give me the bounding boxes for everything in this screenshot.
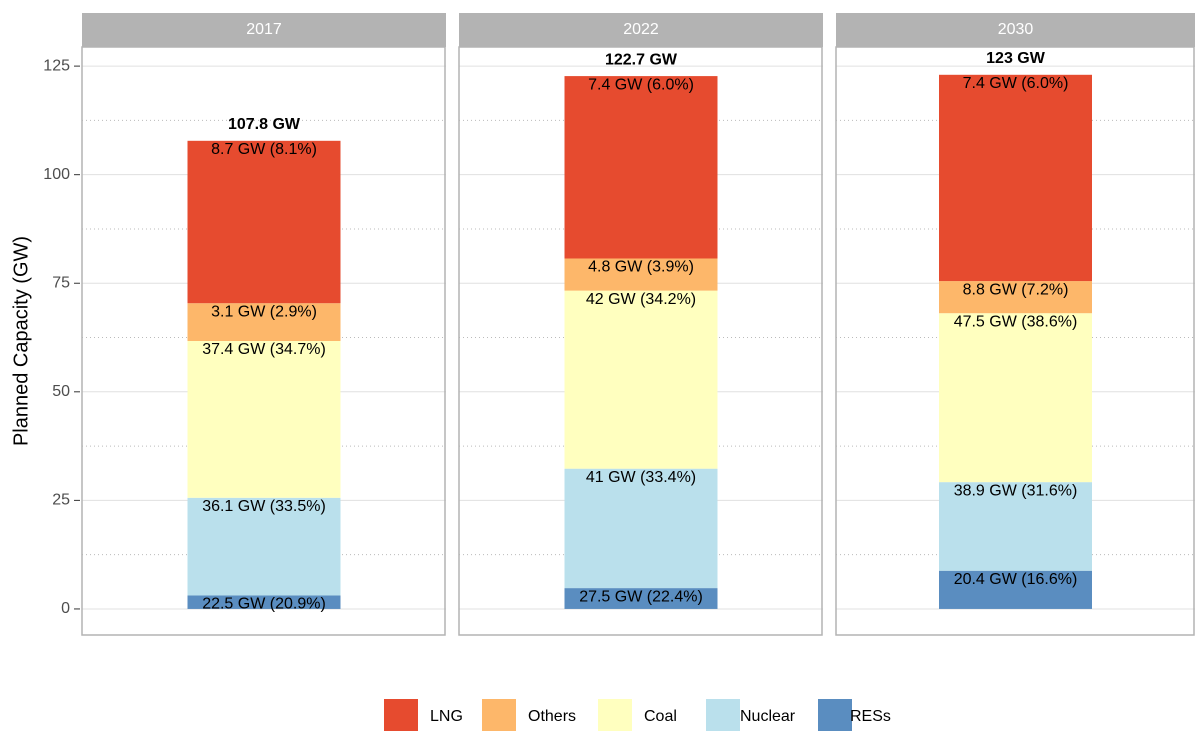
bar-segment <box>939 570 1092 609</box>
bar-segment <box>564 76 718 259</box>
y-tick-label: 75 <box>52 274 70 291</box>
bar-segment <box>187 341 341 498</box>
total-label: 122.7 GW <box>605 51 678 68</box>
y-axis-label: Planned Capacity (GW) <box>10 236 32 446</box>
strip <box>459 13 823 47</box>
legend-label: LNG <box>430 708 463 725</box>
segment-annotation: 42 GW (34.2%) <box>586 291 696 308</box>
segment-annotation: 4.8 GW (3.9%) <box>588 259 694 276</box>
segment-annotation: 27.5 GW (22.4%) <box>579 588 703 605</box>
y-tick-label: 100 <box>43 166 70 183</box>
legend-label: RESs <box>850 708 891 725</box>
segment-annotation: 3.1 GW (2.9%) <box>211 303 317 320</box>
bar-segment <box>564 258 718 291</box>
bar-segment <box>187 140 341 304</box>
legend-label: Nuclear <box>740 708 796 725</box>
strip-label: 2022 <box>623 21 659 38</box>
strip <box>82 13 446 47</box>
bar-segment <box>939 74 1092 282</box>
y-tick-label: 0 <box>61 600 70 617</box>
y-tick-label: 125 <box>43 57 70 74</box>
panel-border <box>835 46 1195 636</box>
bar-segment <box>187 303 341 341</box>
segment-annotation: 7.4 GW (6.0%) <box>588 76 694 93</box>
segment-annotation: 7.4 GW (6.0%) <box>963 75 1069 92</box>
bar-segment <box>564 588 718 609</box>
legend-swatch <box>598 699 632 731</box>
segment-annotation: 38.9 GW (31.6%) <box>954 482 1078 499</box>
panel-border <box>458 46 823 636</box>
legend-label: Others <box>528 708 576 725</box>
bar-segment <box>939 482 1092 571</box>
bar-segment <box>939 313 1092 483</box>
bar-segment <box>939 281 1092 314</box>
strip-label: 2017 <box>246 21 282 38</box>
total-label: 107.8 GW <box>228 116 301 133</box>
y-tick-label: 50 <box>52 383 70 400</box>
bar-segment <box>187 595 341 609</box>
segment-annotation: 47.5 GW (38.6%) <box>954 313 1078 330</box>
y-tick-label: 25 <box>52 492 70 509</box>
legend-label: Coal <box>644 708 677 725</box>
segment-annotation: 8.7 GW (8.1%) <box>211 141 317 158</box>
bar-segment <box>187 497 341 596</box>
segment-annotation: 8.8 GW (7.2%) <box>963 281 1069 298</box>
legend-swatch <box>482 699 516 731</box>
segment-annotation: 22.5 GW (20.9%) <box>202 596 326 613</box>
strip <box>836 13 1195 47</box>
legend-swatch <box>706 699 740 731</box>
legend-swatch <box>818 699 852 731</box>
segment-annotation: 41 GW (33.4%) <box>586 469 696 486</box>
segment-annotation: 20.4 GW (16.6%) <box>954 571 1078 588</box>
segment-annotation: 36.1 GW (33.5%) <box>202 498 326 515</box>
legend-swatch <box>384 699 418 731</box>
segment-annotation: 37.4 GW (34.7%) <box>202 341 326 358</box>
strip-label: 2030 <box>998 21 1034 38</box>
total-label: 123 GW <box>986 50 1046 67</box>
bar-segment <box>564 468 718 589</box>
bar-segment <box>564 290 718 469</box>
panel-border <box>81 46 446 636</box>
